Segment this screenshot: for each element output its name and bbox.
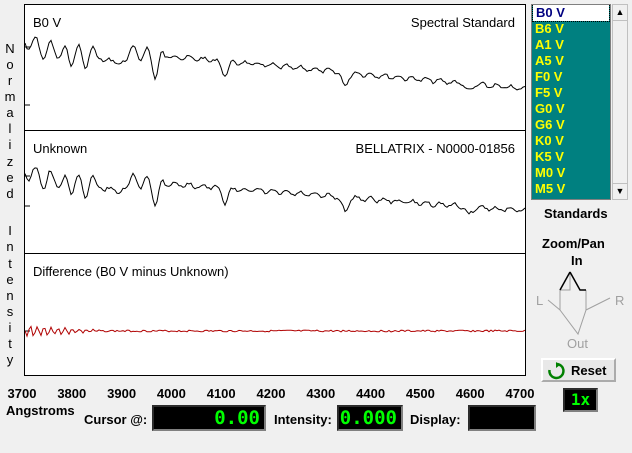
standard-item[interactable]: M0 V xyxy=(535,165,566,180)
standard-item[interactable]: G6 V xyxy=(535,117,565,132)
standards-scrollbar[interactable]: ▲ ▼ xyxy=(612,4,628,200)
y-axis-letter: y xyxy=(6,352,14,367)
standards-caption: Standards xyxy=(544,206,608,221)
standard-item[interactable]: A1 V xyxy=(535,37,564,52)
display-label: Display: xyxy=(410,412,461,427)
zoom-pan-title: Zoom/Pan xyxy=(542,236,605,251)
reset-button-label: Reset xyxy=(571,363,607,378)
zoom-level-display: 1x xyxy=(563,388,598,412)
intensity-value-display: 0.000 xyxy=(337,405,403,431)
zoom-pan-control-icon[interactable] xyxy=(538,266,618,338)
zoom-in-label[interactable]: In xyxy=(571,253,583,268)
spectrum-plot-standard[interactable]: B0 V Spectral Standard xyxy=(24,4,526,131)
standard-spectrum-line xyxy=(25,36,525,91)
standard-item[interactable]: F0 V xyxy=(535,69,563,84)
unknown-spectrum-svg xyxy=(25,167,525,215)
unknown-spectrum-line xyxy=(25,167,525,215)
standard-item[interactable]: M5 V xyxy=(535,181,566,196)
refresh-icon xyxy=(548,362,565,380)
y-axis-letter: m xyxy=(4,89,16,104)
y-axis-letter: e xyxy=(6,272,14,287)
y-axis-letter: s xyxy=(6,304,14,319)
y-axis-letter: t xyxy=(8,336,12,351)
reset-button[interactable]: Reset xyxy=(541,358,616,382)
y-axis-letter: I xyxy=(8,223,12,238)
standard-item[interactable]: B0 V xyxy=(532,5,610,22)
y-axis-letter: o xyxy=(6,57,14,72)
standard-item[interactable]: K5 V xyxy=(535,149,564,164)
x-tick-label: 4700 xyxy=(505,386,535,401)
standard-item[interactable]: K0 V xyxy=(535,133,564,148)
zoom-out-label[interactable]: Out xyxy=(567,336,588,351)
x-tick-label: 4100 xyxy=(206,386,236,401)
spectrum-plot-unknown[interactable]: Unknown BELLATRIX - N0000-01856 xyxy=(24,130,526,254)
difference-label: Difference (B0 V minus Unknown) xyxy=(33,264,229,279)
intensity-label: Intensity: xyxy=(274,412,332,427)
y-axis-letter: N xyxy=(5,41,15,56)
y-axis-letter: n xyxy=(6,239,14,254)
y-axis-letter: z xyxy=(6,154,14,169)
y-axis-letter: i xyxy=(8,320,12,335)
x-tick-label: 4400 xyxy=(356,386,386,401)
x-tick-label: 3700 xyxy=(7,386,37,401)
cursor-label: Cursor @: xyxy=(84,412,148,427)
x-tick-label: 4000 xyxy=(156,386,186,401)
y-axis-letter: n xyxy=(6,288,14,303)
standard-item[interactable]: A5 V xyxy=(535,53,564,68)
standards-listbox[interactable]: B0 V B6 V A1 V A5 V F0 V F5 V G0 V G6 V K0 V K5 V… xyxy=(531,4,611,200)
x-tick-label: 4300 xyxy=(306,386,336,401)
standard-spectrum-svg xyxy=(25,36,525,106)
y-axis-letter: t xyxy=(8,256,12,271)
y-axis-letter: l xyxy=(8,121,12,136)
x-tick-label: 4600 xyxy=(455,386,485,401)
x-tick-label: 3900 xyxy=(107,386,137,401)
standard-item[interactable]: B6 V xyxy=(535,21,564,36)
zoom-right-label[interactable]: R xyxy=(615,293,625,308)
display-value-display xyxy=(468,405,536,431)
standard-title: Spectral Standard xyxy=(410,15,515,30)
x-tick-label: 4200 xyxy=(256,386,286,401)
y-axis-letter: r xyxy=(7,73,13,88)
x-tick-label: 4500 xyxy=(405,386,435,401)
scroll-up-icon[interactable]: ▲ xyxy=(613,5,627,21)
cursor-value-display: 0.00 xyxy=(152,405,266,431)
standard-item[interactable]: F5 V xyxy=(535,85,563,100)
y-axis-letter: i xyxy=(8,137,12,152)
difference-spectrum-svg xyxy=(25,325,525,338)
x-tick-label: 3800 xyxy=(57,386,87,401)
standard-label: B0 V xyxy=(33,15,62,30)
standard-item[interactable]: G0 V xyxy=(535,101,565,116)
spectrum-plot-difference[interactable]: Difference (B0 V minus Unknown) xyxy=(24,253,526,376)
y-axis-letter: a xyxy=(6,105,14,120)
scroll-down-icon[interactable]: ▼ xyxy=(613,183,627,199)
unknown-title: BELLATRIX - N0000-01856 xyxy=(355,141,515,156)
y-axis-letter: e xyxy=(6,170,14,185)
difference-spectrum-line xyxy=(25,325,525,338)
y-axis-letter: d xyxy=(6,186,14,201)
x-axis-label: Angstroms xyxy=(6,403,75,418)
unknown-label: Unknown xyxy=(33,141,88,156)
zoom-left-label[interactable]: L xyxy=(536,293,544,308)
